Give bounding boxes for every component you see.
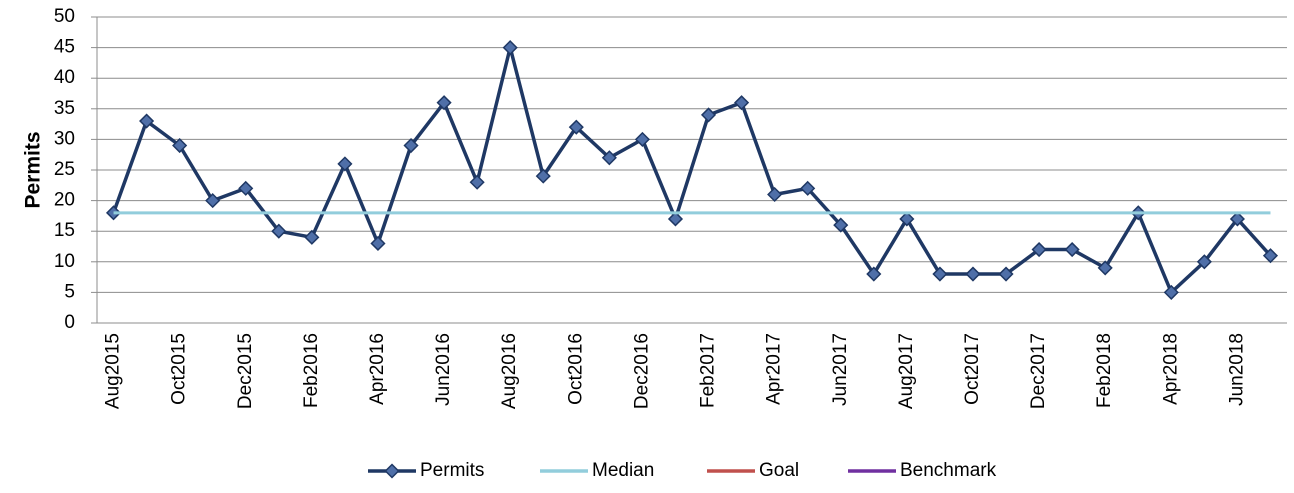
x-tick-label: Jun2017 — [830, 333, 851, 406]
data-point — [833, 217, 849, 233]
x-tick-label: Oct2015 — [169, 333, 190, 405]
legend-label: Median — [592, 460, 654, 481]
y-tick-label: 20 — [54, 190, 75, 211]
y-tick-label: 30 — [54, 128, 75, 149]
y-tick-label: 35 — [54, 98, 75, 119]
data-point — [965, 266, 981, 282]
data-point — [932, 266, 948, 282]
x-tick-label: Jun2018 — [1226, 333, 1247, 406]
data-point — [1163, 284, 1179, 300]
data-point — [304, 229, 320, 245]
data-point — [1031, 241, 1047, 258]
data-point — [1229, 211, 1245, 227]
data-point — [800, 180, 816, 196]
y-tick-label: 45 — [54, 37, 75, 58]
x-tick-label: Oct2016 — [565, 333, 586, 405]
x-tick-label: Dec2017 — [1028, 333, 1049, 409]
x-tick-label: Feb2018 — [1094, 333, 1115, 408]
data-point — [403, 137, 419, 154]
x-tick-label: Feb2017 — [698, 333, 719, 408]
y-axis-title: Permits — [22, 131, 45, 208]
data-point — [899, 211, 915, 227]
data-point — [866, 266, 882, 282]
x-tick-label: Aug2015 — [103, 333, 124, 409]
y-tick-label: 40 — [54, 67, 75, 88]
x-tick-label: Dec2015 — [235, 333, 256, 409]
data-point — [502, 40, 518, 56]
data-point — [172, 137, 188, 154]
data-point — [1196, 254, 1212, 270]
x-tick-label: Dec2016 — [631, 333, 652, 409]
x-tick-label: Oct2017 — [962, 333, 983, 405]
x-tick-label: Aug2017 — [896, 333, 917, 409]
data-point — [205, 193, 221, 209]
data-point — [767, 186, 783, 203]
data-point — [469, 174, 485, 190]
legend-label: Benchmark — [900, 460, 997, 481]
data-point — [1064, 241, 1080, 258]
y-tick-label: 0 — [64, 312, 75, 333]
data-point — [700, 107, 717, 123]
x-tick-label: Jun2016 — [433, 333, 454, 406]
x-tick-label: Aug2016 — [499, 333, 520, 409]
data-point — [238, 180, 254, 196]
data-point — [337, 156, 353, 172]
data-point — [568, 119, 584, 135]
data-point — [436, 95, 452, 111]
data-point — [634, 131, 650, 147]
y-tick-label: 5 — [64, 281, 75, 302]
y-tick-label: 10 — [54, 251, 75, 272]
data-point — [734, 95, 750, 111]
data-point — [1097, 260, 1113, 276]
data-point — [601, 150, 617, 166]
data-point — [667, 211, 684, 227]
data-point — [535, 168, 551, 184]
x-tick-label: Apr2018 — [1160, 333, 1181, 405]
legend-marker — [384, 463, 400, 479]
data-point — [271, 223, 287, 239]
x-tick-label: Apr2016 — [367, 333, 388, 405]
data-point — [139, 113, 155, 129]
x-tick-label: Apr2017 — [764, 333, 785, 405]
legend-label: Permits — [420, 460, 484, 481]
data-point — [370, 235, 386, 252]
y-tick-label: 15 — [54, 220, 75, 241]
legend-label: Goal — [759, 460, 799, 481]
x-tick-label: Feb2016 — [301, 333, 322, 408]
y-tick-label: 25 — [54, 159, 75, 180]
y-tick-label: 50 — [54, 6, 75, 27]
data-point — [998, 266, 1014, 282]
data-point — [1262, 248, 1279, 264]
